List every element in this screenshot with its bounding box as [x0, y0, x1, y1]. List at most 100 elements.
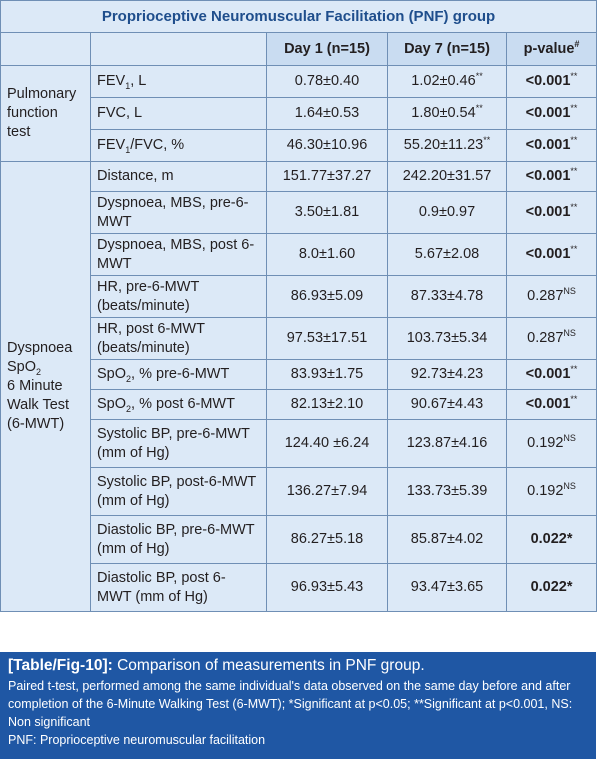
cell-day7-mark: **	[483, 135, 491, 146]
cell-pvalue-mark: NS	[563, 328, 576, 339]
cell-day7-value: 55.20±11.23	[403, 137, 484, 153]
cell-day7-value: 133.73±5.39	[406, 483, 488, 499]
cell-pvalue-value: <0.001	[525, 105, 571, 121]
cell-day7: 123.87±4.16	[387, 419, 507, 468]
group-pulmonary-line: function	[7, 105, 58, 121]
row-label: Dyspnoea, MBS, pre-6-MWT	[90, 191, 267, 234]
cell-pvalue: <0.001**	[505, 97, 598, 130]
row-label-text: Systolic BP, post-6-MWT (mm of Hg)	[97, 473, 257, 509]
row-label-rest: , L	[130, 73, 147, 89]
cell-day7-value: 92.73±4.23	[410, 366, 484, 382]
row-label: Diastolic BP, pre-6-MWT (mm of Hg)	[90, 515, 267, 564]
cell-day7-value: 103.73±5.34	[406, 330, 488, 346]
caption-tag: [Table/Fig-10]:	[8, 657, 113, 674]
header-row: Day 1 (n=15) Day 7 (n=15) p-value#	[0, 32, 598, 66]
row-label-text: Distance, m	[97, 168, 174, 184]
cell-day1-value: 83.93±1.75	[290, 366, 364, 382]
header-pvalue: p-value#	[505, 32, 598, 66]
row-label: FEV1, L	[90, 65, 267, 98]
table-row: Dyspnoea, MBS, post 6-MWT 8.0±1.60 5.67±2.…	[1, 233, 598, 276]
cell-day7-value: 85.87±4.02	[410, 531, 484, 547]
row-label: FEV1/FVC, %	[90, 129, 267, 162]
cell-pvalue-mark: **	[570, 394, 578, 405]
table-row: Dyspnoea, MBS, pre-6-MWT 3.50±1.81 0.9±0.9…	[1, 191, 598, 234]
cell-pvalue-mark: **	[570, 103, 578, 114]
cell-pvalue-mark: **	[570, 166, 578, 177]
cell-day1-value: 8.0±1.60	[298, 246, 356, 262]
cell-day7-value: 87.33±4.78	[410, 288, 484, 304]
cell-pvalue-value: <0.001	[525, 396, 571, 412]
cell-day1-value: 1.64±0.53	[294, 105, 360, 121]
row-label: SpO2, % pre-6-MWT	[90, 359, 267, 390]
row-label-text: Diastolic BP, pre-6-MWT (mm of Hg)	[97, 521, 255, 557]
header-empty-2	[90, 32, 267, 66]
row-label-text: FEV	[97, 73, 126, 89]
cell-pvalue-value: 0.192	[527, 435, 564, 451]
cell-pvalue-value: 0.192	[527, 483, 564, 499]
cell-day1: 8.0±1.60	[266, 233, 388, 276]
group-spo-sub: 2	[36, 366, 42, 377]
row-label-text: Systolic BP, pre-6-MWT (mm of Hg)	[97, 425, 250, 461]
row-label-text: SpO	[97, 396, 127, 412]
table-row: FVC, L 1.64±0.53 1.80±0.54** <0.001**	[1, 97, 598, 130]
table-row: Dyspnoea SpO2 6 Minute Walk Test (6-MWT) Dist…	[0, 161, 598, 612]
cell-day7-value: 242.20±31.57	[402, 168, 492, 184]
cell-pvalue-value: 0.287	[527, 288, 564, 304]
row-label-text: FVC, L	[97, 105, 143, 121]
cell-day1-value: 86.93±5.09	[290, 288, 364, 304]
group-dyspnoea-line: (6-MWT)	[7, 416, 65, 432]
cell-pvalue-value: <0.001	[525, 246, 571, 262]
table-title: Proprioceptive Neuromuscular Facilitatio…	[0, 0, 598, 33]
cell-pvalue-value: 0.287	[527, 330, 564, 346]
cell-pvalue: 0.192NS	[505, 467, 598, 516]
cell-day7: 87.33±4.78	[387, 275, 507, 318]
cell-day7: 85.87±4.02	[387, 515, 507, 564]
cell-day1: 83.93±1.75	[266, 359, 388, 390]
cell-pvalue: <0.001**	[505, 65, 598, 98]
cell-day1: 97.53±17.51	[266, 317, 388, 360]
cell-day7: 5.67±2.08	[387, 233, 507, 276]
cell-pvalue: 0.287NS	[505, 275, 598, 318]
cell-pvalue: 0.022*	[505, 515, 598, 564]
row-label-rest: /FVC, %	[130, 137, 185, 153]
row-label-text: Dyspnoea, MBS, post 6-MWT	[97, 236, 255, 272]
row-label-rest: , % post 6-MWT	[131, 396, 235, 412]
header-day1: Day 1 (n=15)	[266, 32, 388, 66]
table-row: Diastolic BP, post 6-MWT (mm of Hg) 96.93…	[1, 563, 598, 612]
cell-day7-value: 0.9±0.97	[418, 204, 476, 220]
cell-day1-value: 46.30±10.96	[286, 137, 368, 153]
cell-pvalue-mark: NS	[563, 286, 576, 297]
cell-day1-value: 151.77±37.27	[282, 168, 372, 184]
cell-pvalue-value: <0.001	[525, 73, 571, 89]
row-label-text: HR, pre-6-MWT (beats/minute)	[97, 278, 200, 314]
cell-day1-value: 82.13±2.10	[290, 396, 364, 412]
cell-pvalue-value: <0.001	[525, 137, 571, 153]
cell-day7: 1.02±0.46**	[387, 65, 507, 98]
table-row: Pulmonary function test FEV1, L 0.78±0.40 1.0…	[0, 65, 598, 162]
cell-pvalue-mark: NS	[563, 481, 576, 492]
row-label-sub: 2	[126, 373, 132, 384]
cell-day7-value: 93.47±3.65	[410, 579, 484, 595]
cell-day1: 0.78±0.40	[266, 65, 388, 98]
cell-day1: 86.27±5.18	[266, 515, 388, 564]
cell-day1: 124.40 ±6.24	[266, 419, 388, 468]
cell-day1-value: 3.50±1.81	[294, 204, 360, 220]
group-dyspnoea-line: Dyspnoea	[7, 340, 73, 356]
caption-note-2: PNF: Proprioceptive neuromuscular facili…	[8, 733, 266, 747]
row-label: Systolic BP, pre-6-MWT (mm of Hg)	[90, 419, 267, 468]
cell-day7-value: 1.02±0.46	[411, 73, 476, 89]
group-pulmonary-line: test	[7, 124, 31, 140]
row-label: Diastolic BP, post 6-MWT (mm of Hg)	[90, 563, 267, 612]
cell-day1: 3.50±1.81	[266, 191, 388, 234]
cell-day7: 90.67±4.43	[387, 389, 507, 420]
cell-pvalue: <0.001**	[505, 191, 598, 234]
group-pulmonary: Pulmonary function test	[0, 65, 91, 162]
row-label-sub: 1	[125, 80, 131, 91]
table-row: Systolic BP, pre-6-MWT (mm of Hg) 124.40 …	[1, 419, 598, 468]
header-empty-1	[0, 32, 91, 66]
row-label: HR, post 6-MWT (beats/minute)	[90, 317, 267, 360]
cell-pvalue: 0.287NS	[505, 317, 598, 360]
group-dyspnoea-line: 6 Minute	[7, 378, 63, 394]
cell-day1-value: 124.40 ±6.24	[284, 435, 370, 451]
cell-day1-value: 86.27±5.18	[290, 531, 364, 547]
